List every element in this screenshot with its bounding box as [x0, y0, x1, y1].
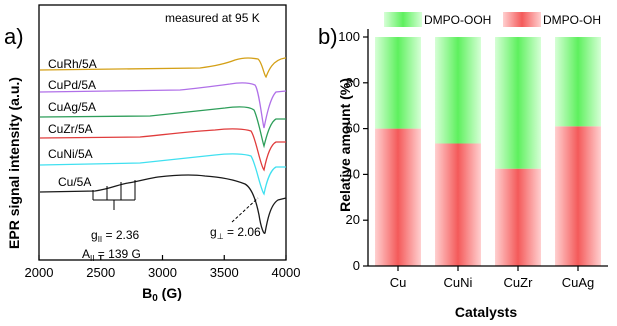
- trace-cupd: [39, 82, 287, 129]
- bar-dmpo-oh-cuag: [555, 126, 601, 266]
- legend-label-dmpo-ooh: DMPO-OOH: [424, 13, 491, 27]
- series-label-cupd: CuPd/5A: [48, 78, 96, 92]
- panel-a-annotation: measured at 95 K: [165, 11, 260, 25]
- bar-dmpo-ooh-cuag: [555, 37, 601, 127]
- b-ytick-label: 60: [346, 121, 360, 136]
- g-perp-pointer: [231, 197, 259, 223]
- b-xtick-label: CuAg: [562, 275, 595, 290]
- b-xtick-label: Cu: [390, 275, 407, 290]
- a-xtick-label: 3500: [210, 265, 239, 280]
- bar-dmpo-oh-cu: [375, 128, 421, 266]
- trace-curh: [39, 57, 286, 79]
- bar-dmpo-oh-cuzr: [495, 168, 541, 266]
- g-parallel-markers: [92, 180, 136, 210]
- b-xtick-label: CuZr: [504, 275, 534, 290]
- legend-label-dmpo-oh: DMPO-OH: [543, 13, 601, 27]
- b-ytick-label: 100: [338, 29, 360, 44]
- g-perp-label: g⊥ = 2.06: [210, 225, 261, 241]
- b-ytick-label: 0: [353, 258, 360, 273]
- legend-swatch-dmpo-ooh: [384, 12, 422, 27]
- trace-cuag: [39, 106, 286, 149]
- panel-b-label: b): [318, 24, 338, 49]
- trace-cuni: [39, 153, 286, 196]
- panel-a-label: a): [4, 24, 24, 49]
- b-ytick-label: 20: [346, 212, 360, 227]
- g-parallel-label: gII = 2.36: [91, 228, 139, 244]
- bar-dmpo-ooh-cuni: [435, 37, 481, 144]
- series-label-cuni: CuNi/5A: [48, 147, 93, 161]
- series-label-cuzr: CuZr/5A: [48, 122, 93, 136]
- a-parallel-label: AII = 139 G: [82, 247, 141, 263]
- panel-b-axes: Cu CuNi CuZr CuAg 0 20 40 60 80 100: [338, 29, 608, 290]
- b-ytick-label: 40: [346, 166, 360, 181]
- trace-cuzr: [39, 128, 286, 172]
- a-xtick-label: 2500: [86, 265, 115, 280]
- panel-a-xticks: 2000 2500 3000 3500 4000: [25, 255, 301, 280]
- bar-dmpo-ooh-cuzr: [495, 37, 541, 169]
- a-xtick-label: 4000: [272, 265, 301, 280]
- bar-dmpo-oh-cuni: [435, 143, 481, 266]
- series-label-curh: CuRh/5A: [48, 57, 97, 71]
- panel-b-bars: [375, 37, 601, 266]
- trace-cu: [39, 174, 287, 234]
- a-xtick-label: 3000: [148, 265, 177, 280]
- panel-a-xlabel: B0 (G): [142, 285, 182, 304]
- bar-dmpo-ooh-cu: [375, 37, 421, 129]
- panel-b: b) Relative amount (%) Cu CuNi CuZr CuAg 0 20…: [318, 12, 608, 320]
- series-label-cuag: CuAg/5A: [48, 100, 96, 114]
- legend-swatch-dmpo-oh: [503, 12, 541, 27]
- panel-a-ylabel: EPR signal intensity (a.u.): [6, 77, 22, 249]
- panel-b-xlabel: Catalysts: [455, 304, 517, 320]
- b-xtick-label: CuNi: [444, 275, 473, 290]
- a-xtick-label: 2000: [25, 265, 54, 280]
- b-ytick-label: 80: [346, 75, 360, 90]
- panel-b-ylabel: Relative amount (%): [337, 78, 353, 212]
- series-label-cu: Cu/5A: [58, 175, 91, 189]
- panel-a: a) EPR signal intensity (a.u.) measured …: [4, 4, 301, 304]
